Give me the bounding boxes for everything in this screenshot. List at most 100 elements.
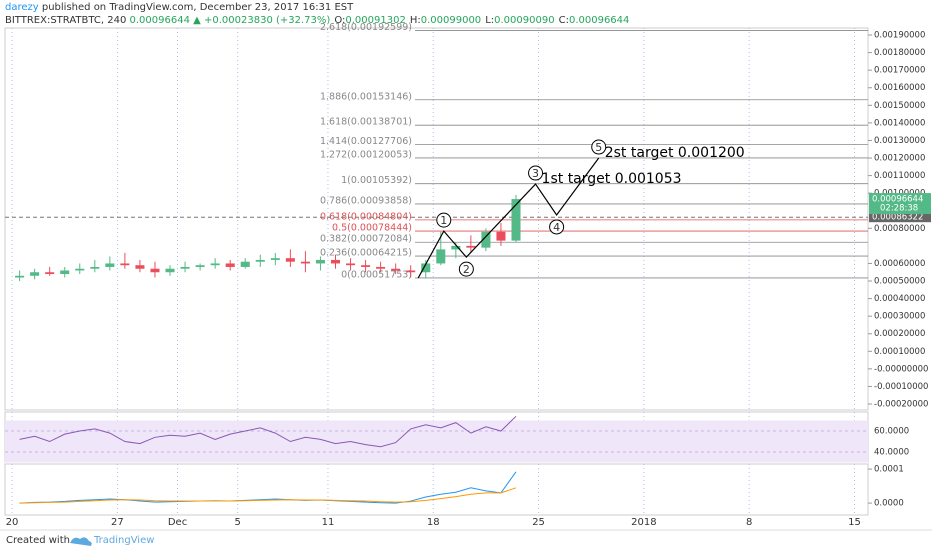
wave-label: 2 — [463, 263, 470, 276]
candle-body — [361, 265, 371, 267]
x-tick-label: 20 — [6, 517, 19, 528]
wave-label: 3 — [532, 167, 539, 180]
y-tick-label: -0.00000000 — [874, 364, 928, 374]
candle-body — [210, 263, 220, 266]
symbol: BITTREX:STRATBTC, 240 — [5, 15, 126, 26]
candle-body — [346, 263, 356, 266]
y-tick-label: -0.00010000 — [874, 382, 928, 392]
fib-label: 0.5(0.00078444) — [332, 223, 412, 234]
fib-label: 0(0.00051753) — [341, 269, 412, 280]
target-annotation: 1st target 0.001053 — [542, 171, 682, 187]
candle-body — [120, 263, 130, 266]
fib-label: 1(0.00105392) — [341, 175, 412, 186]
fib-label: 1.272(0.00120053) — [320, 149, 412, 160]
wave-label: 1 — [440, 214, 447, 227]
author[interactable]: darezy — [5, 2, 39, 13]
candle-body — [195, 265, 205, 267]
candle-body — [150, 268, 160, 273]
candle-body — [391, 268, 401, 271]
ohlc-value: 0.00091302 — [345, 15, 405, 26]
candle-body — [180, 266, 190, 269]
wave-circle — [549, 219, 565, 235]
ref-box — [869, 212, 931, 223]
y-tick-label: 0.00020000 — [874, 329, 925, 339]
y-tick-label: 0.00120000 — [874, 154, 925, 164]
candle-body — [240, 261, 250, 267]
wave-label: 4 — [553, 221, 560, 234]
x-tick-label: 15 — [848, 517, 861, 528]
fib-label: 1.618(0.00138701) — [320, 117, 412, 128]
rsi-line — [19, 415, 517, 448]
y-tick-label: 0.00040000 — [874, 294, 925, 304]
candle-body — [45, 272, 55, 274]
candle-body — [30, 272, 40, 276]
candle-body — [451, 245, 461, 250]
y-tick-label: 0.00130000 — [874, 136, 925, 146]
ohlc-value: 0.00099000 — [421, 15, 481, 26]
y-tick-label: 0.00180000 — [874, 48, 925, 58]
x-tick-label: 2018 — [631, 517, 656, 528]
ohlc-label: C: — [559, 15, 569, 26]
footer-brand[interactable]: TradingView — [93, 535, 154, 546]
candle-body — [406, 270, 416, 273]
candle-body — [75, 268, 85, 271]
macd-line — [19, 487, 517, 504]
ohlc-label: O: — [334, 15, 345, 26]
y-tick-label: 0.00140000 — [874, 118, 925, 128]
ohlc-value: 0.00096644 — [569, 15, 629, 26]
last-box — [869, 193, 931, 215]
symbol-line: BITTREX:STRATBTC, 240 0.00096644 ▲ +0.00… — [5, 15, 629, 26]
candle-body — [225, 263, 235, 267]
candle-body — [285, 258, 295, 262]
candle-body — [421, 263, 431, 273]
candle-body — [466, 245, 476, 248]
macd-panel — [4, 463, 869, 516]
y-tick-label: 0.00110000 — [874, 171, 925, 181]
countdown: 02:28:38 — [880, 204, 918, 214]
y-tick-label: 0.00080000 — [874, 224, 925, 234]
candle-body — [270, 258, 280, 260]
rsi-tick-label: 40.0000 — [874, 448, 909, 458]
x-tick-label: 18 — [427, 517, 440, 528]
x-tick-label: 11 — [322, 517, 335, 528]
candle-body — [496, 231, 506, 241]
candle-body — [60, 270, 70, 274]
candle-body — [15, 275, 25, 278]
candle-body — [376, 266, 386, 269]
x-tick-label: 27 — [111, 517, 124, 528]
y-tick-label: 0.00050000 — [874, 277, 925, 287]
wave-line — [417, 157, 600, 279]
fib-label: 0.236(0.00064215) — [320, 248, 412, 259]
candle-body — [315, 259, 325, 264]
candle-body — [135, 265, 145, 269]
candle-body — [330, 259, 341, 264]
candle-body — [300, 261, 310, 264]
wave-circle — [528, 165, 544, 181]
x-tick-label: Dec — [168, 517, 187, 528]
macd-line — [19, 471, 517, 504]
ohlc-label: H: — [410, 15, 421, 26]
wave-circle — [436, 212, 452, 228]
ohlc-label: L: — [485, 15, 494, 26]
candle-body — [90, 266, 100, 269]
rsi-band — [5, 420, 868, 463]
fib-label: 1.886(0.00153146) — [320, 91, 412, 102]
y-tick-label: 0.00190000 — [874, 31, 925, 41]
y-tick-label: 0.00160000 — [874, 83, 925, 93]
y-tick-label: 0.00150000 — [874, 101, 925, 111]
published: published on TradingView.com, December 2… — [42, 2, 354, 13]
y-tick-label: 0.00030000 — [874, 312, 925, 322]
wave-label: 5 — [595, 141, 602, 154]
ref-label: 0.00086322 — [872, 213, 923, 223]
target-annotation: 2st target 0.001200 — [605, 145, 745, 161]
change: 0.00096644 ▲ +0.00023830 (+32.73%) — [130, 15, 331, 26]
fib-label: 0.786(0.00093858) — [320, 195, 412, 206]
candle-body — [511, 199, 521, 241]
candle-body — [105, 263, 115, 267]
candle-body — [255, 259, 265, 262]
x-tick-label: 5 — [235, 517, 241, 528]
fib-label: 2.618(0.00192599) — [320, 22, 412, 33]
rsi-tick-label: 60.0000 — [874, 427, 909, 437]
y-tick-label: 0.00170000 — [874, 66, 925, 76]
